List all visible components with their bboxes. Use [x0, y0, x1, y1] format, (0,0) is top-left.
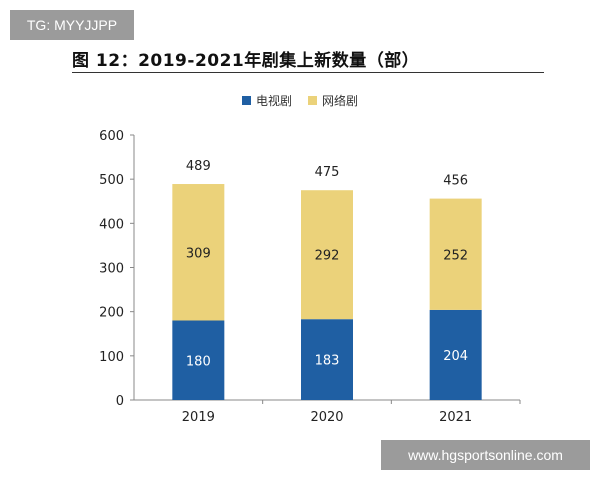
data-label-web: 292 [315, 249, 340, 264]
x-tick-label: 2019 [182, 410, 215, 425]
y-tick-label: 100 [99, 350, 124, 365]
watermark-badge-top: TG: MYYJJPP [10, 10, 134, 40]
legend-swatch-web [308, 96, 317, 105]
bar-segment-tv [429, 309, 482, 400]
data-label-tv: 183 [315, 354, 340, 369]
y-tick-label: 300 [99, 262, 124, 277]
legend-item-web: 网络剧 [308, 92, 358, 109]
total-label: 456 [443, 174, 468, 189]
legend-label-tv: 电视剧 [255, 94, 292, 108]
bar-segment-web [301, 190, 353, 320]
legend-swatch-tv [241, 96, 251, 105]
legend-label-web: 网络剧 [322, 94, 359, 108]
bar-segment-tv [172, 320, 225, 400]
chart-title: 图 12：2019-2021年剧集上新数量（部） [72, 51, 420, 71]
y-tick-label: 600 [99, 129, 124, 144]
legend-item-tv: 电视剧 [241, 92, 292, 109]
bar-segment-web [429, 198, 482, 310]
y-tick-label: 200 [99, 306, 124, 321]
y-tick-label: 400 [99, 217, 124, 232]
total-label: 489 [186, 159, 211, 174]
chart-legend: 电视剧 网络剧 [0, 92, 600, 109]
total-label: 475 [315, 165, 340, 180]
bar-segment-tv [301, 319, 353, 400]
data-label-tv: 204 [443, 349, 468, 364]
data-label-tv: 180 [186, 354, 211, 369]
x-tick-label: 2021 [439, 410, 472, 425]
bar-segment-web [172, 184, 225, 321]
data-label-web: 309 [186, 246, 211, 261]
y-tick-label: 500 [99, 173, 124, 188]
watermark-badge-bottom: www.hgsportsonline.com [381, 440, 590, 470]
data-label-web: 252 [443, 248, 468, 263]
title-divider [72, 72, 544, 73]
y-tick-label: 0 [116, 394, 124, 409]
x-tick-label: 2020 [310, 410, 343, 425]
